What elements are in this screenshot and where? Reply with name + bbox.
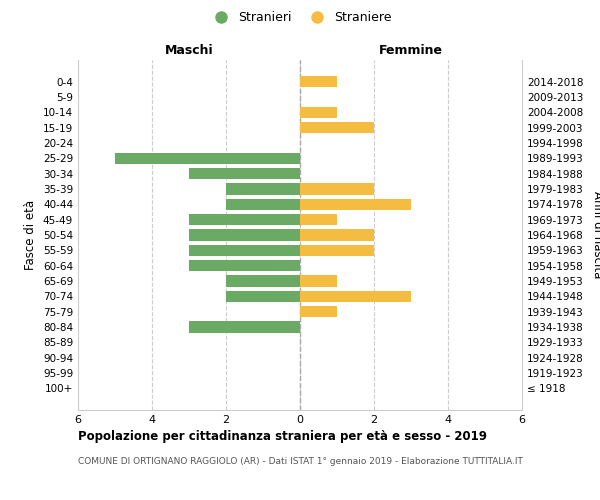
Bar <box>189 168 300 179</box>
Bar <box>226 198 300 210</box>
Bar <box>226 183 300 194</box>
Bar <box>189 229 300 241</box>
Bar <box>300 276 337 287</box>
Bar <box>300 122 374 134</box>
Bar <box>300 183 374 194</box>
Bar <box>189 214 300 226</box>
Bar <box>115 152 300 164</box>
Bar <box>300 198 411 210</box>
Bar <box>300 214 337 226</box>
Bar <box>300 306 337 318</box>
Text: COMUNE DI ORTIGNANO RAGGIOLO (AR) - Dati ISTAT 1° gennaio 2019 - Elaborazione TU: COMUNE DI ORTIGNANO RAGGIOLO (AR) - Dati… <box>78 458 523 466</box>
Bar <box>300 290 411 302</box>
Y-axis label: Anni di nascita: Anni di nascita <box>592 192 600 278</box>
Bar <box>300 76 337 88</box>
Bar <box>300 106 337 118</box>
Bar <box>189 244 300 256</box>
Bar <box>300 229 374 241</box>
Bar <box>226 276 300 287</box>
Bar <box>300 244 374 256</box>
Bar <box>189 322 300 333</box>
Text: Maschi: Maschi <box>164 44 214 57</box>
Text: Popolazione per cittadinanza straniera per età e sesso - 2019: Popolazione per cittadinanza straniera p… <box>78 430 487 443</box>
Legend: Stranieri, Straniere: Stranieri, Straniere <box>203 6 397 29</box>
Bar <box>226 290 300 302</box>
Y-axis label: Fasce di età: Fasce di età <box>25 200 37 270</box>
Text: Femmine: Femmine <box>379 44 443 57</box>
Bar <box>189 260 300 272</box>
